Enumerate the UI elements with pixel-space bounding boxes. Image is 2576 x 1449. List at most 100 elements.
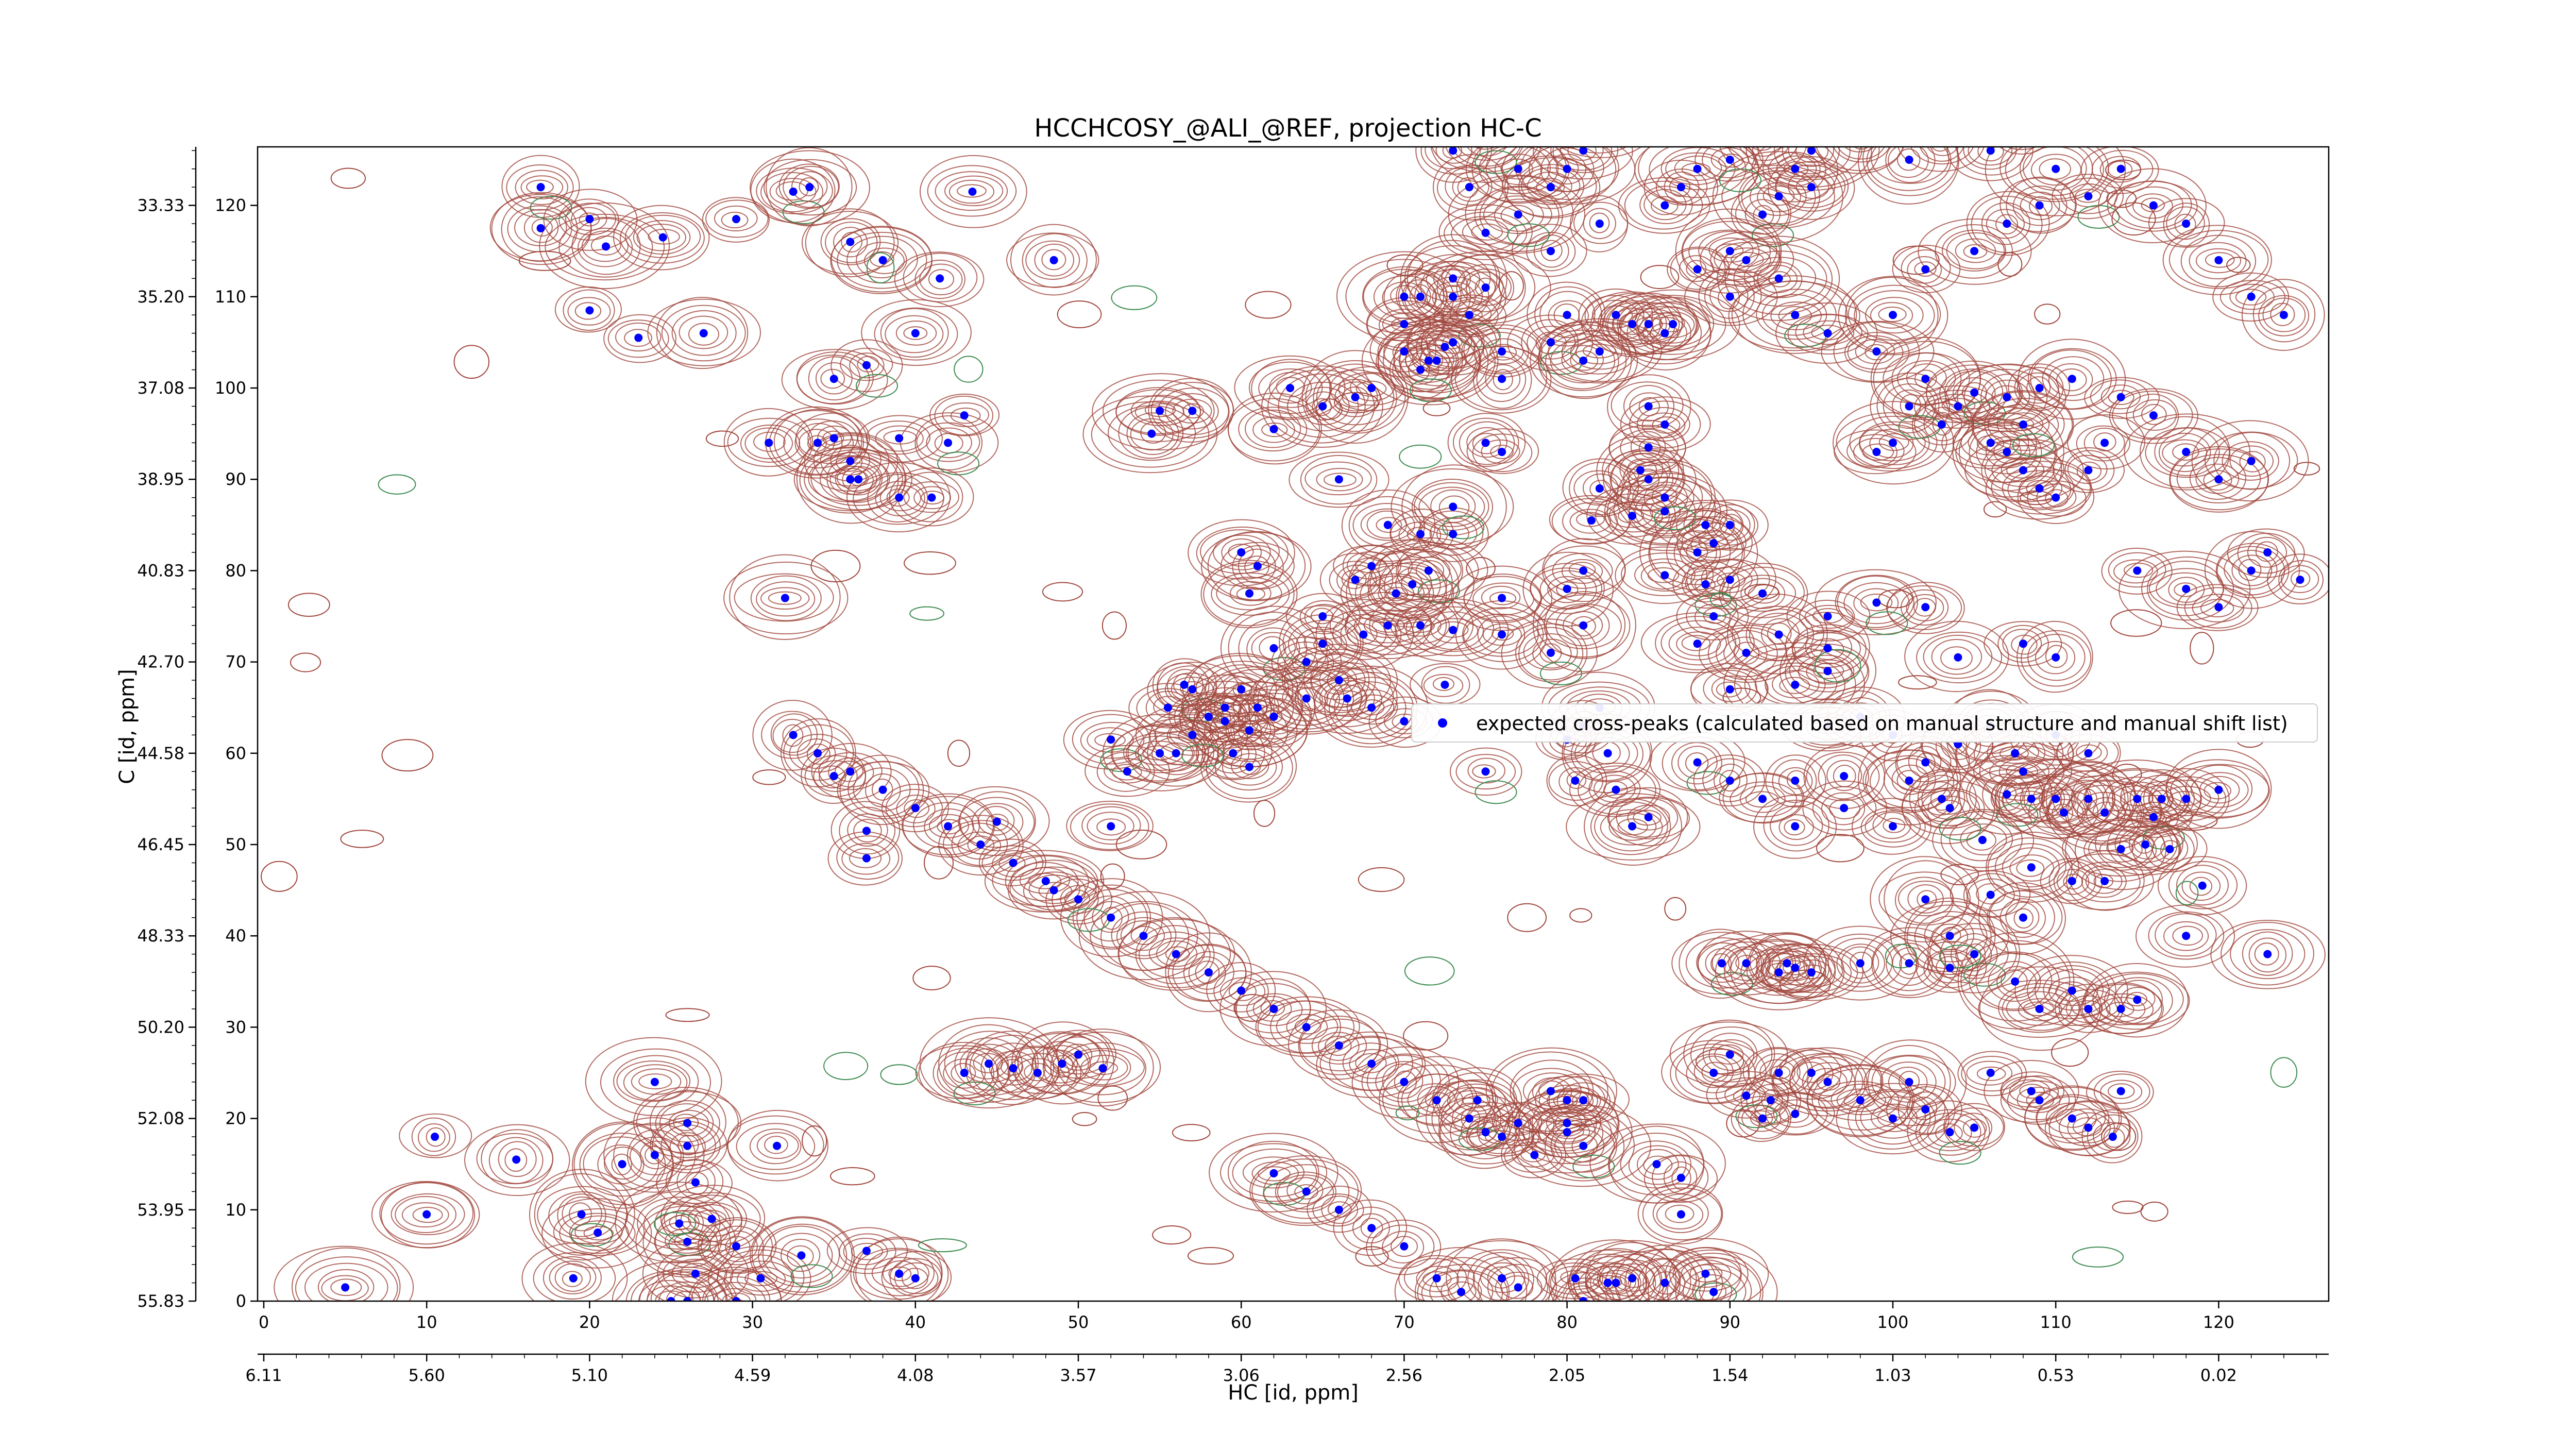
contour-ring xyxy=(781,349,888,411)
contour-ring xyxy=(913,802,980,849)
contour-ring xyxy=(1568,562,1596,578)
noise-contour xyxy=(1386,254,1423,276)
data-point xyxy=(1253,562,1262,570)
data-point xyxy=(1660,507,1669,516)
ppm-y-tick-label: 44.58 xyxy=(137,744,184,763)
contour-ring xyxy=(1200,529,1280,574)
x-axis-ppm: 6.11 5.60 5.10 4.59 4.08 3.57 3.06 2.56 2.05 1.54… xyxy=(245,1353,2329,1385)
contour-ring xyxy=(1406,527,1432,542)
data-point xyxy=(1660,571,1669,580)
contour-ring xyxy=(2014,955,2128,1026)
contour-ring xyxy=(1854,147,1869,150)
contour-ring xyxy=(2093,432,2116,452)
contour-ring xyxy=(1501,1131,1567,1178)
data-point xyxy=(846,767,855,776)
contour-ring xyxy=(1267,369,1375,444)
contour-ring xyxy=(1940,646,1973,670)
data-point xyxy=(1774,1069,1783,1077)
data-point xyxy=(1717,959,1726,968)
contour-ring xyxy=(1562,1281,1608,1301)
y-tick-label: 0 xyxy=(236,1291,246,1311)
contour-ring xyxy=(1853,437,1898,467)
ppm-y-tick-label: 50.20 xyxy=(137,1017,184,1037)
noise-contour xyxy=(1466,557,1496,580)
data-point xyxy=(1807,1069,1816,1077)
contour-ring xyxy=(1756,943,1836,993)
contour-ring xyxy=(2108,552,2166,588)
contour-ring xyxy=(855,1236,943,1301)
contour-ring xyxy=(1463,613,1539,657)
contour-ring xyxy=(1118,917,1231,991)
data-point xyxy=(2067,986,2076,995)
data-point xyxy=(1498,1274,1506,1283)
contour-ring xyxy=(1189,703,1231,731)
contour-ring xyxy=(984,850,1105,913)
data-point xyxy=(1823,644,1832,653)
contour-ring xyxy=(1833,401,1955,485)
contour-ring xyxy=(839,754,924,825)
contour-ring xyxy=(2064,450,2115,491)
noise-contour xyxy=(1245,291,1292,319)
contour-ring xyxy=(1798,964,1826,980)
contour-ring xyxy=(934,395,994,436)
data-point xyxy=(2182,795,2191,803)
contour-ring xyxy=(1773,1099,1818,1128)
contour-ring xyxy=(1723,636,1768,670)
noise-contour xyxy=(2110,609,2162,637)
contour-ring xyxy=(1703,608,1726,624)
contour-ring xyxy=(842,466,877,493)
contour-ring xyxy=(799,446,899,514)
data-point xyxy=(1872,448,1881,457)
contour-ring xyxy=(921,491,944,505)
contour-ring xyxy=(1416,1266,1459,1292)
contour-ring xyxy=(1239,693,1311,740)
contour-ring xyxy=(1663,1161,1698,1194)
contour-ring xyxy=(2039,158,2071,180)
contour-ring xyxy=(1897,147,1985,172)
data-point xyxy=(1383,621,1392,630)
contour-ring xyxy=(574,302,602,320)
contour-ring xyxy=(1675,1047,1750,1100)
contour-ring xyxy=(1316,1031,1426,1098)
contour-ring xyxy=(1304,461,1372,496)
data-point xyxy=(1400,292,1409,301)
contour-ring xyxy=(965,1048,1009,1080)
data-point xyxy=(1856,959,1865,968)
contour-ring xyxy=(1818,754,1869,800)
data-point xyxy=(699,329,708,338)
contour-ring xyxy=(531,218,553,237)
contour-ring xyxy=(839,806,896,855)
contour-ring xyxy=(521,1242,628,1301)
contour-ring xyxy=(1396,273,1448,319)
contour-ring xyxy=(1753,795,1837,859)
contour-ring xyxy=(2044,1101,2131,1156)
contour-ring xyxy=(1797,1062,1826,1083)
contour-ring xyxy=(1112,723,1209,783)
data-point xyxy=(1889,439,1897,447)
contour-ring xyxy=(1066,800,1154,851)
contour-ring xyxy=(1651,486,1678,508)
contour-ring xyxy=(1344,597,1432,655)
contour-ring xyxy=(1896,770,1921,791)
noise-contour xyxy=(1664,897,1687,921)
noise-contour xyxy=(1355,1246,1389,1267)
data-point xyxy=(1351,393,1360,401)
contour-ring xyxy=(317,1269,375,1301)
contour-ring xyxy=(1352,503,1421,548)
contour-ring xyxy=(721,211,749,229)
contour-ring xyxy=(1681,635,1710,651)
contour-ring xyxy=(633,220,691,255)
noise-contour xyxy=(290,652,321,672)
contour-ring xyxy=(1485,1047,1617,1135)
contour-ring xyxy=(1932,808,2035,872)
data-point xyxy=(1905,1077,1913,1086)
legend: expected cross-peaks (calculated based o… xyxy=(1411,703,2318,743)
contour-ring xyxy=(727,1109,828,1182)
contour-ring xyxy=(1698,534,1728,551)
data-point xyxy=(2214,475,2223,484)
data-point xyxy=(2247,457,2256,465)
contour-ring xyxy=(1485,364,1521,394)
contour-ring xyxy=(668,1109,709,1137)
y-tick-label: 80 xyxy=(225,561,246,580)
contour-ring xyxy=(1982,773,2030,816)
